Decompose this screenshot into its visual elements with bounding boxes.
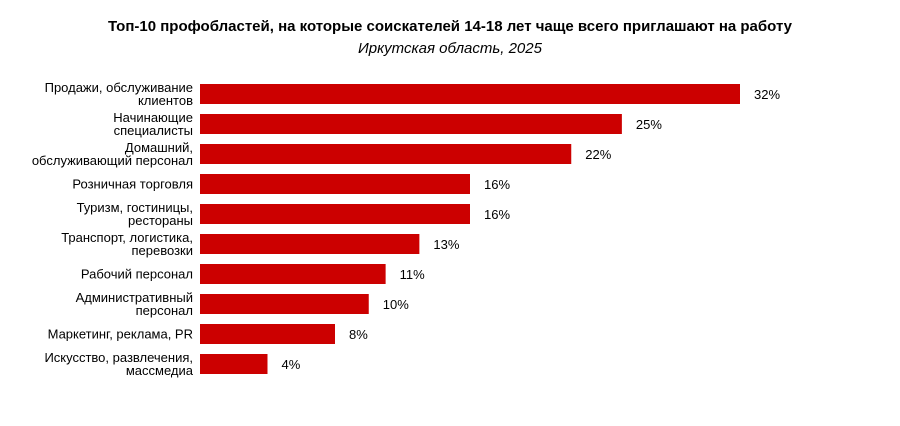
category-label-2: Начинающие специалисты <box>113 110 193 138</box>
category-label-8: Административный персонал <box>76 290 193 318</box>
value-label-2: 25% <box>636 117 662 132</box>
chart-subtitle: Иркутская область, 2025 <box>358 40 542 57</box>
category-label-7: Рабочий персонал <box>81 267 193 282</box>
category-label-9: Маркетинг, реклама, PR <box>48 327 193 342</box>
category-label-5: Туризм, гостиницы, рестораны <box>77 200 193 228</box>
value-label-8: 10% <box>383 297 409 312</box>
bar-8 <box>200 294 369 314</box>
bar-6 <box>200 234 420 254</box>
category-label-4: Розничная торговля <box>72 177 193 192</box>
chart-title: Топ-10 профобластей, на которые соискате… <box>107 18 793 35</box>
bar-4 <box>200 174 470 194</box>
value-label-10: 4% <box>282 357 301 372</box>
bar-2 <box>200 114 622 134</box>
value-label-3: 22% <box>585 147 611 162</box>
category-label-3: Домашний, обслуживающий персонал <box>32 140 193 168</box>
category-label-10: Искусство, развлечения, массмедиа <box>44 350 193 378</box>
bar-5 <box>200 204 470 224</box>
category-label-1: Продажи, обслуживание клиентов <box>45 80 193 108</box>
bar-10 <box>200 354 268 374</box>
bar-9 <box>200 324 335 344</box>
bar-3 <box>200 144 572 164</box>
bar-1 <box>200 84 740 104</box>
bar-7 <box>200 264 386 284</box>
value-label-6: 13% <box>433 237 459 252</box>
value-label-1: 32% <box>754 87 780 102</box>
category-label-6: Транспорт, логистика, перевозки <box>61 230 193 258</box>
value-label-7: 11% <box>400 267 425 282</box>
value-label-4: 16% <box>484 177 510 192</box>
value-label-9: 8% <box>349 327 368 342</box>
value-label-5: 16% <box>484 207 510 222</box>
